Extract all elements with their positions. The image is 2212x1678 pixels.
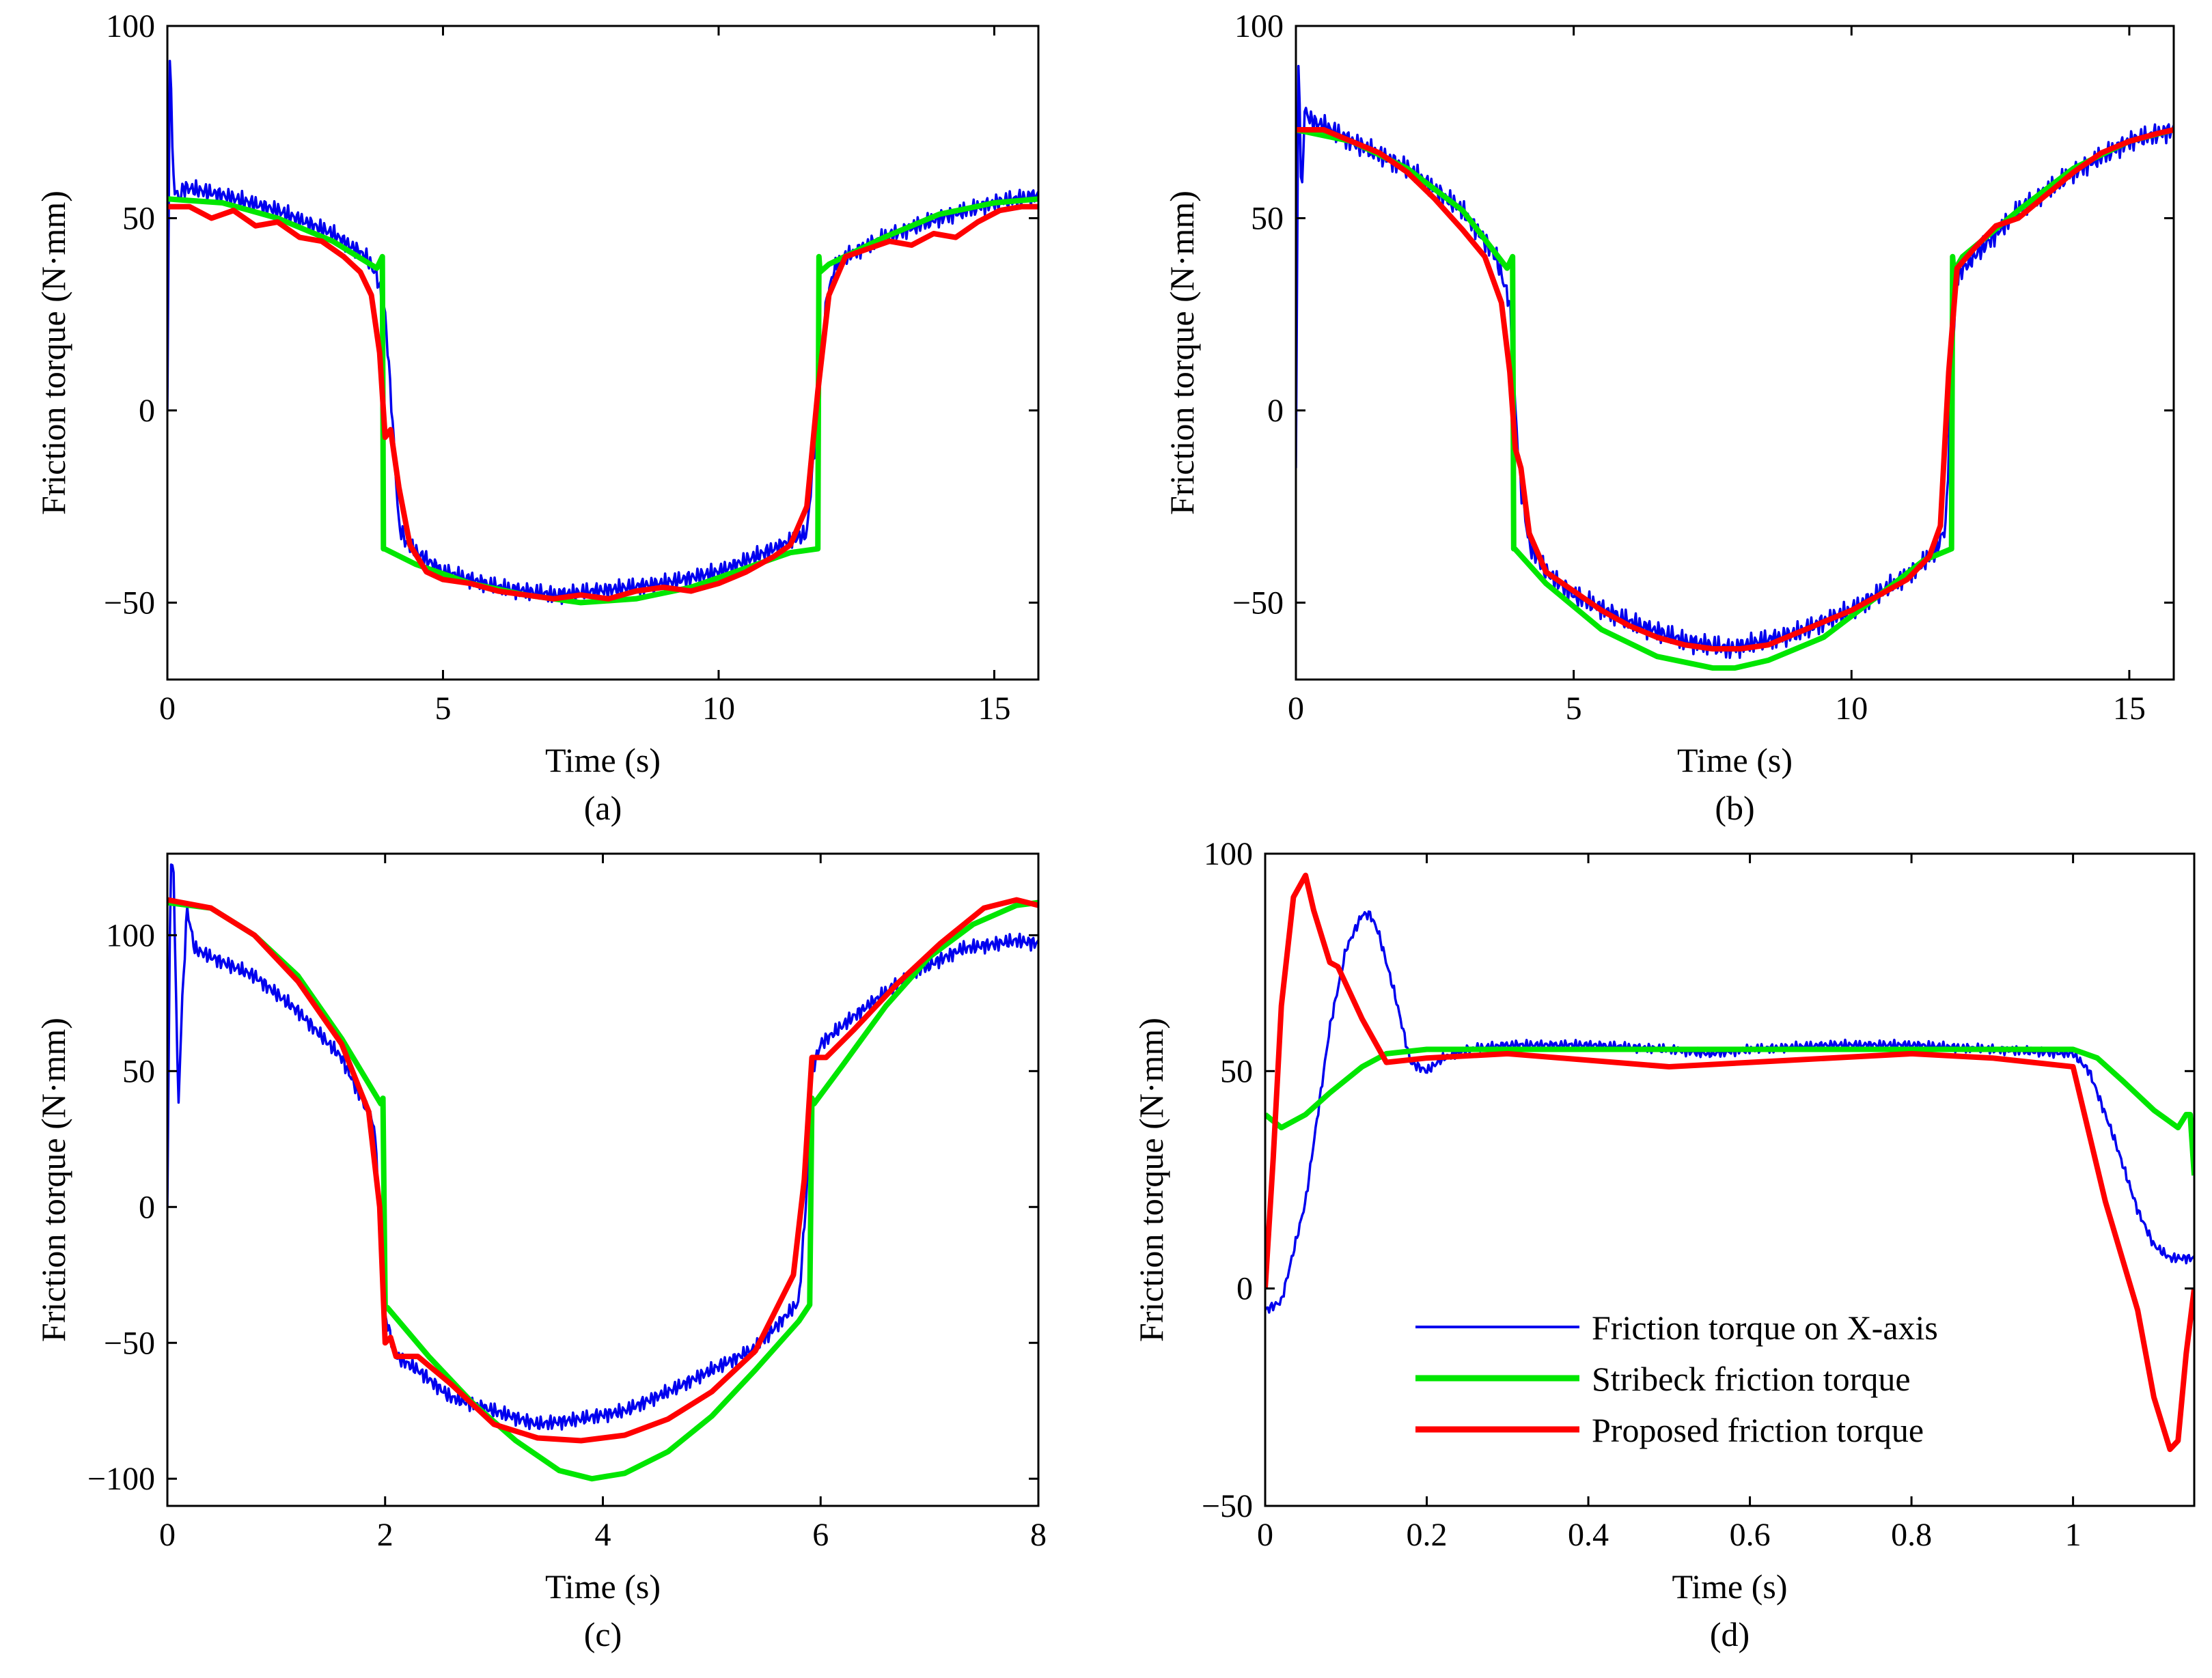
x-tick-label: 0.2 <box>1407 1517 1448 1553</box>
x-tick-label: 0.4 <box>1568 1517 1609 1553</box>
x-tick-label: 6 <box>812 1517 829 1553</box>
y-tick-label: −50 <box>1202 1488 1253 1524</box>
y-tick-label: 100 <box>106 917 155 953</box>
x-tick-label: 0 <box>159 690 176 727</box>
series-line-proposed-d <box>1265 872 2194 1453</box>
y-axis-label: Friction torque (N·mm) <box>34 191 72 515</box>
x-tick-label: 5 <box>434 690 451 727</box>
x-axis-label: Time (s) <box>1677 741 1793 779</box>
y-axis-label: Friction torque (N·mm) <box>34 1018 72 1342</box>
axes-frame-a <box>166 25 1040 681</box>
y-tick-label: −50 <box>104 1325 155 1361</box>
x-tick-label: 0.6 <box>1730 1517 1771 1553</box>
y-tick-label: −50 <box>1232 585 1284 621</box>
y-tick-label: −100 <box>87 1461 155 1497</box>
y-tick-label: 100 <box>1204 836 1253 872</box>
x-tick-label: 1 <box>2065 1517 2082 1553</box>
series-line-proposed-c <box>167 897 1038 1444</box>
x-tick-label: 0 <box>1257 1517 1273 1553</box>
axes-frame-c <box>166 852 1040 1507</box>
x-tick-label: 10 <box>1835 690 1868 727</box>
x-axis-label: Time (s) <box>545 741 661 779</box>
y-tick-label: 0 <box>139 1189 155 1225</box>
legend-item-proposed: Proposed friction torque <box>1415 1411 1924 1449</box>
legend-label-measured: Friction torque on X-axis <box>1592 1309 1938 1347</box>
x-tick-label: 4 <box>595 1517 611 1553</box>
axes-frame-b <box>1295 25 2175 681</box>
x-tick-label: 8 <box>1030 1517 1047 1553</box>
y-tick-label: 0 <box>139 393 155 429</box>
series-line-measured-b <box>1296 64 2174 659</box>
x-tick-label: 2 <box>377 1517 393 1553</box>
x-tick-label: 10 <box>702 690 735 727</box>
panel-b: 0 5 10 15 −50 0 50 100 Time (s) Friction torque (… <box>1163 8 2175 827</box>
x-axis-label: Time (s) <box>545 1567 661 1606</box>
series-line-measured-c <box>167 863 1038 1431</box>
y-axis-label: Friction torque (N·mm) <box>1132 1018 1170 1342</box>
x-tick-label: 0 <box>1288 690 1304 727</box>
x-tick-label: 0.8 <box>1891 1517 1932 1553</box>
legend-item-measured: Friction torque on X-axis <box>1415 1309 1938 1347</box>
series-line-proposed-a <box>167 204 1038 602</box>
legend-label-stribeck: Stribeck friction torque <box>1592 1360 1911 1398</box>
x-tick-label: 15 <box>978 690 1010 727</box>
panel-caption: (d) <box>1710 1615 1750 1653</box>
x-tick-label: 5 <box>1566 690 1582 727</box>
y-tick-label: 0 <box>1267 393 1284 429</box>
panel-caption: (b) <box>1715 789 1754 827</box>
y-tick-label: 50 <box>122 200 155 236</box>
legend-item-stribeck: Stribeck friction torque <box>1415 1360 1911 1398</box>
y-axis-label: Friction torque (N·mm) <box>1163 191 1201 515</box>
panel-a: 0 5 10 15 −50 0 50 100 Time (s) Friction torque (… <box>34 8 1040 827</box>
series-line-stribeck-c <box>167 899 1038 1482</box>
x-tick-label: 0 <box>159 1517 176 1553</box>
y-tick-label: 50 <box>1251 200 1284 236</box>
x-axis-label: Time (s) <box>1672 1567 1787 1606</box>
series-line-stribeck-d <box>1265 1046 2194 1176</box>
panel-c: 0 2 4 6 8 −100 −50 0 50 100 Time (s) Friction torqu… <box>34 852 1047 1653</box>
series-line-stribeck-b <box>1296 127 2174 671</box>
series-line-measured-a <box>167 59 1038 605</box>
series-line-stribeck-a <box>167 196 1038 606</box>
panel-caption: (a) <box>584 789 622 827</box>
legend: Friction torque on X-axis Stribeck frict… <box>1415 1309 1938 1449</box>
legend-label-proposed: Proposed friction torque <box>1592 1411 1924 1449</box>
axes-frame-d <box>1264 852 2196 1507</box>
series-line-measured-d <box>1265 910 2194 1314</box>
y-tick-label: 100 <box>1234 8 1284 44</box>
y-tick-label: 50 <box>1220 1053 1253 1089</box>
panel-caption: (c) <box>584 1615 622 1653</box>
y-tick-label: 0 <box>1236 1271 1253 1307</box>
y-tick-label: 100 <box>106 8 155 44</box>
y-tick-label: 50 <box>122 1053 155 1089</box>
series-line-proposed-b <box>1296 127 2174 652</box>
x-tick-label: 15 <box>2113 690 2146 727</box>
y-tick-label: −50 <box>104 585 155 621</box>
